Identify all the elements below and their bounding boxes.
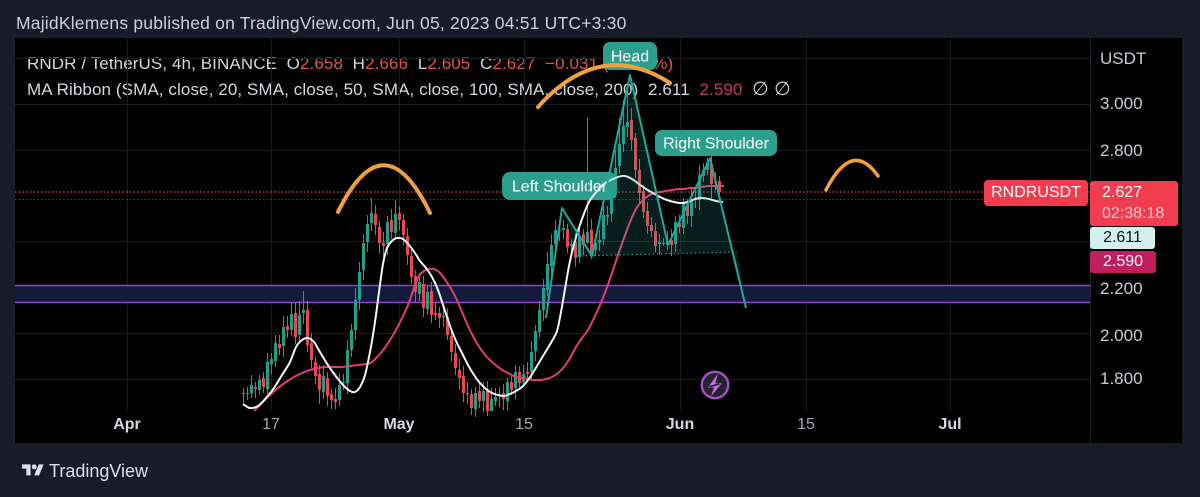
svg-text:Left Shoulder: Left Shoulder: [512, 179, 608, 196]
svg-text:Head: Head: [611, 49, 649, 66]
svg-text:Right Shoulder: Right Shoulder: [663, 136, 770, 153]
